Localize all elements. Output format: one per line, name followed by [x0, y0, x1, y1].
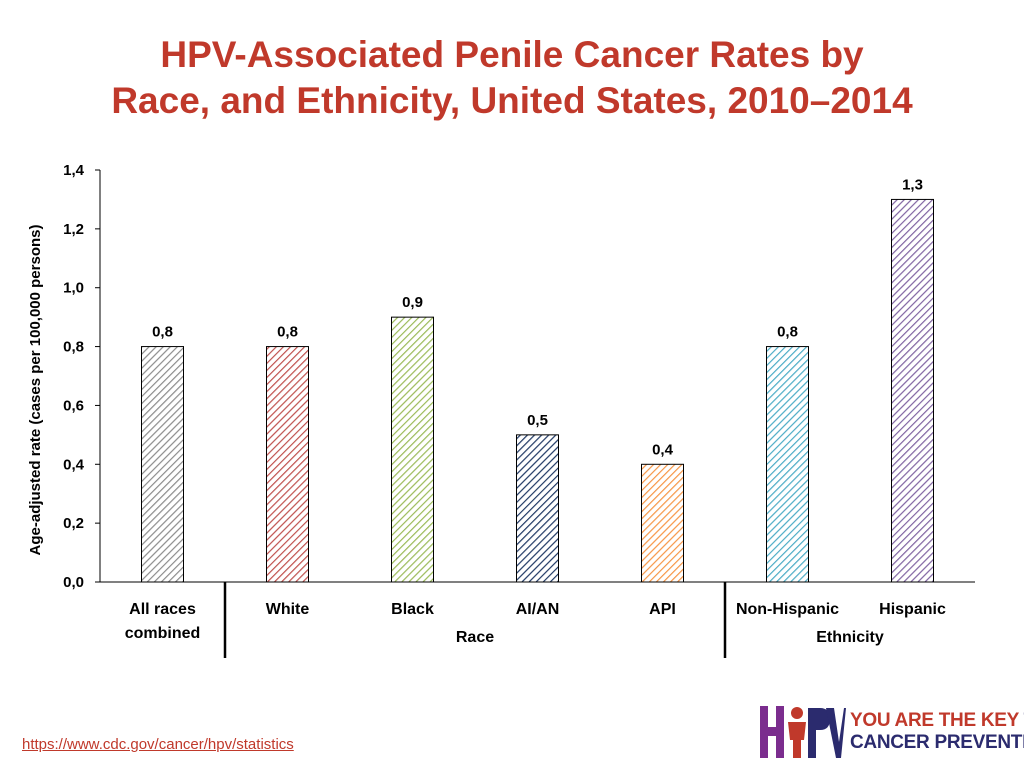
category-label: combined [125, 625, 201, 642]
category-label: Non-Hispanic [736, 601, 839, 618]
tagline-line1-prefix: YOU ARE THE KEY [850, 710, 1019, 731]
y-tick-label: 1,2 [63, 221, 84, 238]
category-label: Black [391, 601, 434, 618]
y-tick-label: 0,2 [63, 515, 84, 532]
category-label: API [649, 601, 676, 618]
data-label: 0,9 [402, 294, 423, 311]
hpv-campaign-logo: YOU ARE THE KEY TO CANCER PREVENTION [760, 706, 1024, 758]
category-label: Hispanic [879, 601, 946, 618]
chart-title-line1: HPV-Associated Penile Cancer Rates by [160, 34, 864, 75]
y-tick-label: 1,4 [63, 162, 85, 179]
data-label: 0,8 [277, 324, 298, 341]
y-tick-label: 0,0 [63, 574, 84, 591]
bar-chart: 0,0 0,2 0,4 0,6 0,8 1,0 1,2 1,4 Age-adjusted rat… [27, 162, 975, 658]
bar [766, 346, 809, 583]
data-label: 0,8 [152, 324, 173, 341]
data-label: 1,3 [902, 176, 923, 193]
category-label: All races [129, 601, 196, 618]
bar [641, 463, 684, 583]
y-tick-label: 0,6 [63, 397, 84, 414]
bar [141, 346, 184, 583]
category-label: AI/AN [516, 601, 560, 618]
chart-title-line2: Race, and Ethnicity, United States, 2010… [111, 80, 913, 121]
group-label: Ethnicity [816, 629, 884, 646]
source-link[interactable]: https://www.cdc.gov/cancer/hpv/statistic… [22, 736, 294, 753]
y-tick-label: 0,8 [63, 339, 84, 356]
logo-tagline: YOU ARE THE KEY TO CANCER PREVENTION [850, 710, 1024, 754]
y-axis-label: Age-adjusted rate (cases per 100,000 per… [27, 225, 44, 556]
bar [891, 198, 934, 583]
data-label: 0,5 [527, 412, 548, 429]
chart-title: HPV-Associated Penile Cancer Rates by Ra… [0, 32, 1024, 124]
group-label: Race [456, 629, 494, 646]
data-label: 0,4 [652, 441, 674, 458]
hpv-logo-icon [760, 706, 846, 758]
bar [266, 346, 309, 583]
bar [391, 316, 434, 583]
category-label: White [266, 601, 310, 618]
bar [516, 434, 559, 583]
y-tick-label: 1,0 [63, 280, 84, 297]
tagline-line2: CANCER PREVENTION [850, 732, 1024, 753]
y-tick-label: 0,4 [63, 456, 85, 473]
data-label: 0,8 [777, 324, 798, 341]
